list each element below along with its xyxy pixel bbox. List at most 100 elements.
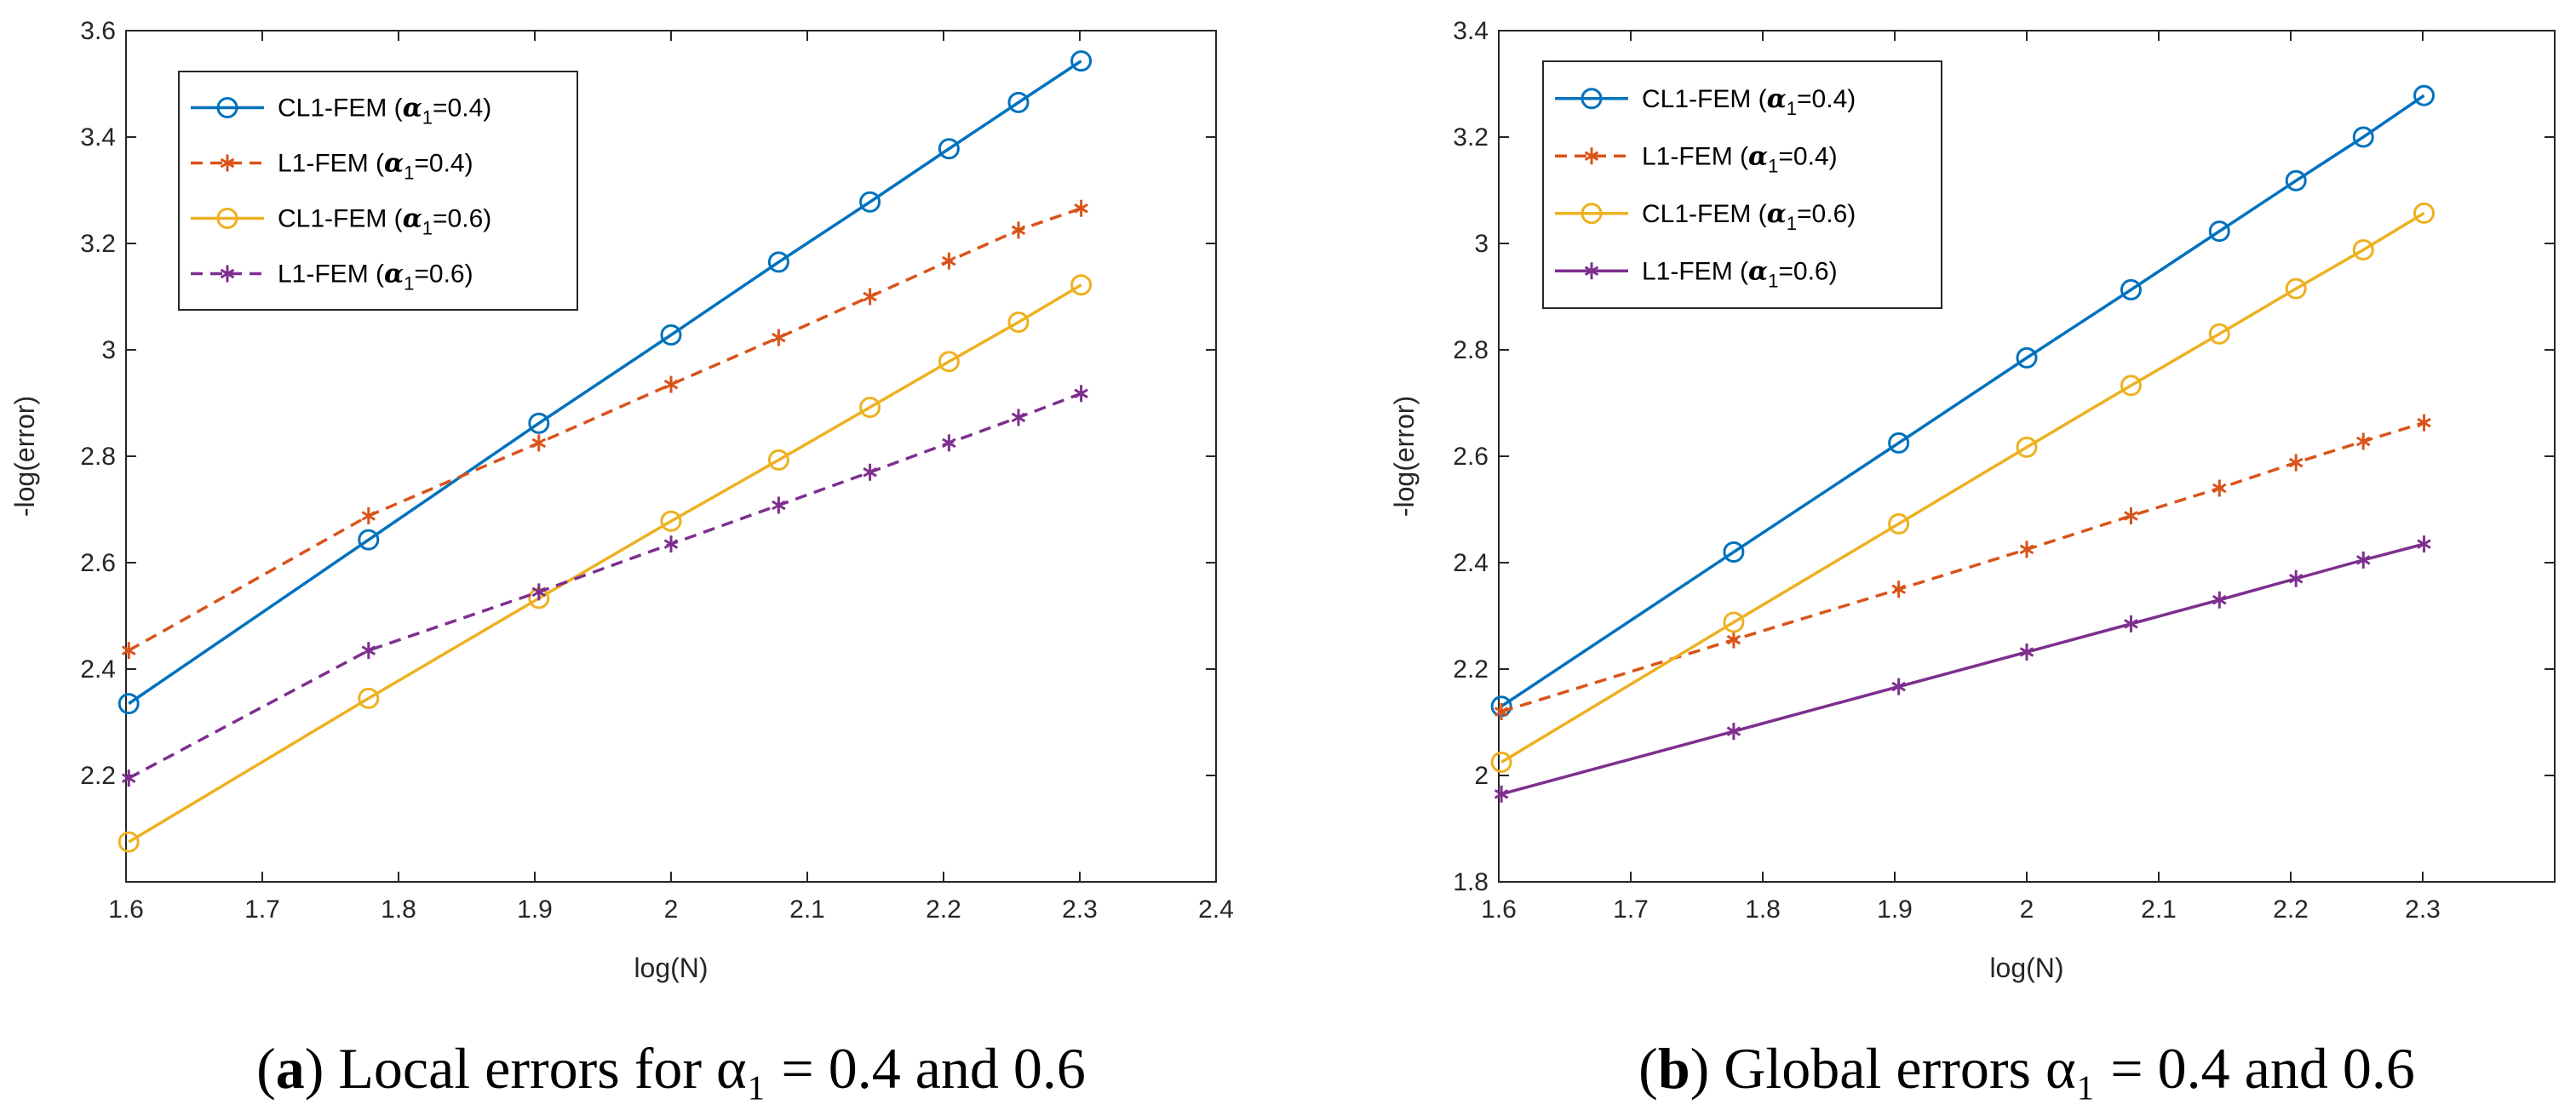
x-tick-label: 1.9 (1877, 895, 1913, 924)
y-tick-label: 3.6 (80, 17, 116, 45)
data-point-marker (528, 412, 550, 434)
panel-b: 1.6 1.7 1.8 1.9 2 2.1 2.2 2.3 1.8 2 2.2 2.4 2.6 2.8 3 3… (1389, 17, 2556, 1101)
data-point-marker (660, 510, 682, 532)
legend-label: L1-FEM (α1=0.6) (278, 260, 473, 295)
legend-label: CL1-FEM (α1=0.6) (278, 204, 491, 239)
data-point-marker (2016, 436, 2038, 458)
y-tick-label: 2.6 (1453, 443, 1489, 471)
legend-label-main: L1-FEM ( (278, 260, 384, 289)
x-tick-label: 1.8 (381, 895, 416, 924)
data-point-marker (767, 251, 789, 273)
series-b (1490, 84, 2435, 803)
x-tick-label: 1.7 (244, 895, 280, 924)
legend-label-main: CL1-FEM ( (1642, 85, 1767, 113)
legend-label-greek: α (384, 149, 404, 179)
data-point-marker (2016, 346, 2038, 369)
x-tick-label: 2 (2020, 895, 2034, 924)
data-point-marker (2417, 414, 2431, 432)
x-tick-label: 2.1 (789, 895, 825, 924)
legend-label-main: L1-FEM ( (1642, 257, 1748, 285)
x-axis-label-a: log(N) (634, 953, 708, 983)
series-line (128, 60, 1082, 706)
data-point-marker (361, 507, 376, 524)
data-point-marker (2019, 644, 2034, 661)
data-point-marker (121, 770, 136, 787)
data-point-marker (2355, 432, 2371, 450)
legend-label-sub: 1 (422, 218, 433, 239)
data-point-marker (2417, 535, 2431, 553)
legend-entry: CL1-FEM (α1=0.6) (1555, 199, 1856, 234)
legend-a: CL1-FEM (α1=0.4)L1-FEM (α1=0.4)CL1-FEM (… (178, 71, 578, 311)
data-point-marker (1490, 751, 1512, 773)
caption-a-text: Local errors for α₁ = 0.4 and 0.6 (338, 1036, 1086, 1101)
data-point-marker (859, 191, 881, 213)
legend-label-tail: =0.4) (433, 94, 491, 123)
series-asterisk-1 (121, 199, 1088, 660)
data-point-marker (2285, 278, 2307, 300)
data-point-marker (2120, 375, 2142, 397)
legend-label-greek: α (403, 94, 422, 123)
legend-entry: L1-FEM (α1=0.4) (1555, 141, 1838, 176)
data-point-marker (2124, 615, 2138, 632)
data-point-marker (2212, 591, 2227, 609)
series-line (1500, 421, 2425, 713)
x-axis-label-b: log(N) (1989, 953, 2063, 983)
x-tick-label: 2.1 (2141, 895, 2177, 924)
legend-label-sub: 1 (1768, 155, 1778, 176)
caption-b: (b) Global errors α₁ = 0.4 and 0.6 (1638, 1036, 2415, 1101)
series-circle-0 (118, 50, 1093, 715)
data-point-marker (1070, 274, 1093, 296)
data-point-marker (663, 535, 679, 553)
legend-label-sub: 1 (1787, 98, 1797, 119)
x-tick-label: 2.2 (926, 895, 961, 924)
series-asterisk-1 (1494, 414, 2431, 720)
legend-label-tail: =0.4) (414, 150, 473, 178)
data-point-marker (859, 397, 881, 418)
data-point-marker (2413, 202, 2435, 224)
legend-label-greek: α (384, 260, 404, 289)
data-point-marker (938, 138, 960, 160)
data-point-marker (1074, 199, 1088, 217)
legend-entry: L1-FEM (α1=0.6) (191, 260, 473, 295)
x-tick-label: 1.9 (517, 895, 553, 924)
data-point-marker (1007, 312, 1030, 333)
legend-label-main: CL1-FEM ( (278, 94, 403, 123)
legend-label: CL1-FEM (α1=0.4) (278, 94, 491, 129)
y-tick-label: 2.2 (80, 762, 116, 790)
series-line (128, 207, 1082, 652)
data-point-marker (1074, 385, 1088, 403)
data-point-marker (1070, 50, 1093, 72)
data-point-marker (863, 463, 877, 481)
y-tick-label: 2.4 (80, 655, 116, 684)
data-point-marker (2413, 84, 2435, 106)
series-line (1500, 211, 2425, 764)
data-point-marker (358, 687, 380, 709)
data-point-marker (1011, 409, 1026, 426)
y-tick-label: 3.2 (80, 230, 116, 258)
data-point-marker (942, 434, 956, 452)
series-circle-2 (118, 274, 1093, 853)
y-tick-label: 2.6 (80, 549, 116, 577)
data-point-marker (2212, 479, 2227, 497)
data-point-marker (2208, 323, 2230, 345)
y-tick-label: 2.4 (1453, 549, 1489, 577)
y-tick-label: 2.8 (1453, 336, 1489, 364)
data-point-marker (863, 288, 877, 306)
legend-label-greek: α (1748, 141, 1768, 171)
data-point-marker (1494, 703, 1509, 720)
legend-marker (216, 97, 238, 118)
data-point-marker (2120, 278, 2142, 300)
data-point-marker (118, 831, 140, 853)
legend-label-tail: =0.4) (1797, 85, 1856, 113)
legend-label-tail: =0.4) (1778, 142, 1837, 170)
legend-label-main: L1-FEM ( (1642, 142, 1748, 170)
series-line (1500, 94, 2425, 708)
legend-marker (1581, 88, 1603, 110)
legend-marker (1584, 147, 1599, 165)
legend-label-main: L1-FEM ( (278, 150, 384, 178)
caption-b-label: b (1658, 1036, 1690, 1101)
data-point-marker (2352, 239, 2374, 260)
data-point-marker (938, 351, 960, 373)
x-tick-label: 2.3 (1062, 895, 1098, 924)
